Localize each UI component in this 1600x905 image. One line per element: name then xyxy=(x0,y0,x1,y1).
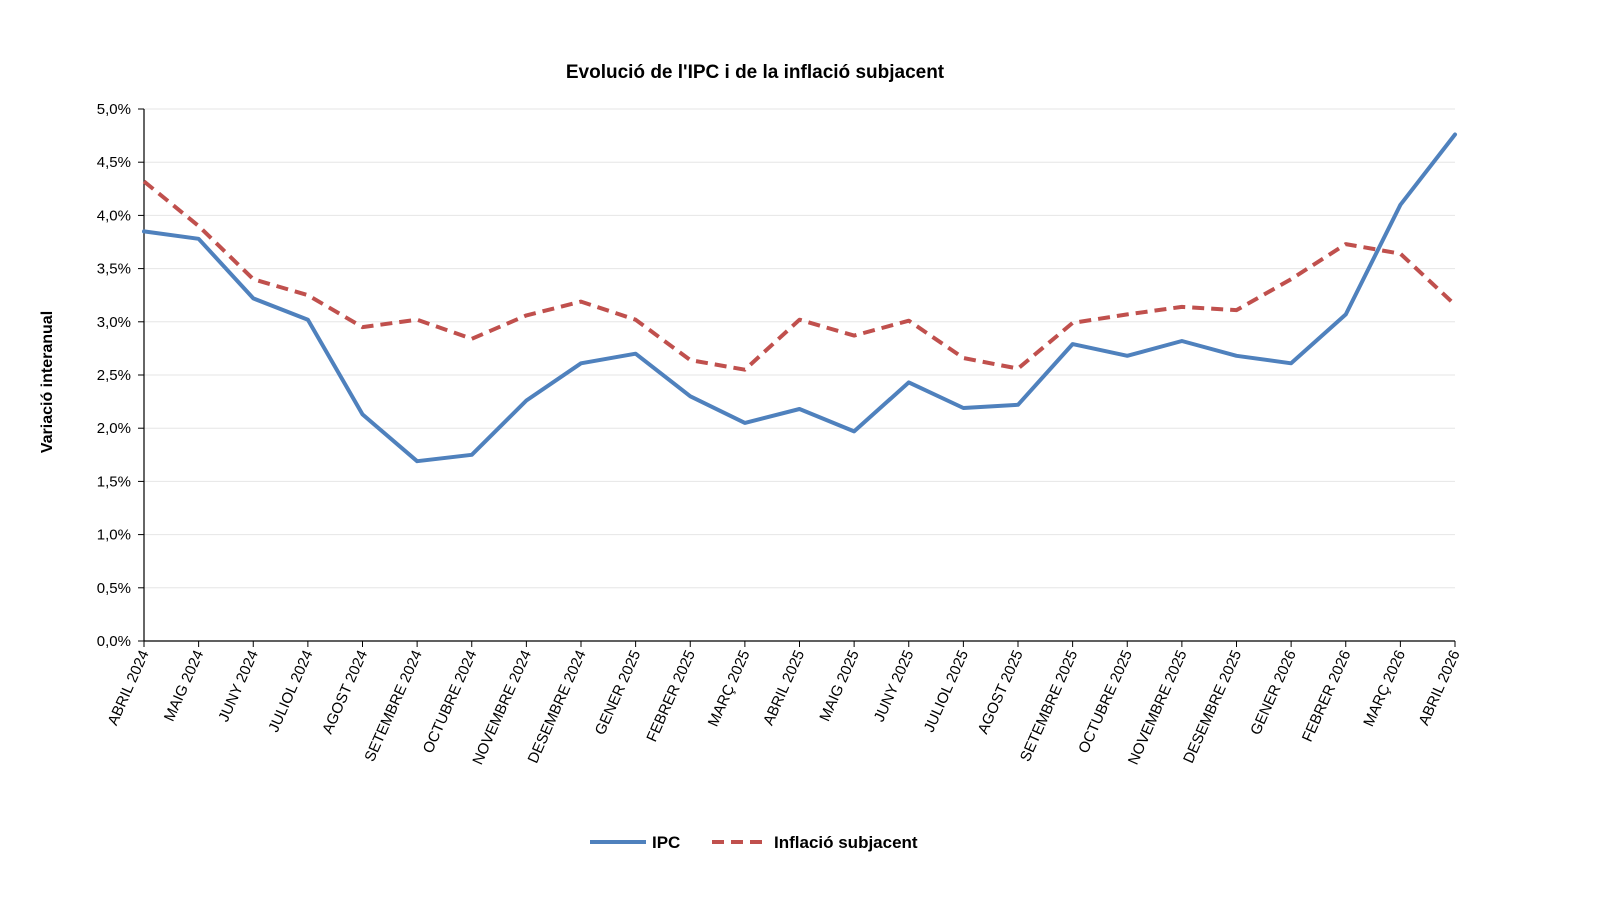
legend: IPC Inflació subjacent xyxy=(590,833,918,852)
x-tick-label: FEBRER 2026 xyxy=(1299,648,1355,745)
x-axis-ticks: ABRIL 2024 MAIG 2024 JUNY 2024 JULIOL 2024 A… xyxy=(104,648,1463,768)
legend-label-ipc: IPC xyxy=(652,833,680,852)
x-tick-label: MARÇ 2026 xyxy=(1360,648,1409,730)
x-tick-label: OCTUBRE 2024 xyxy=(420,648,481,756)
x-tick-label: GENER 2025 xyxy=(592,648,644,738)
x-tick-label: MARÇ 2025 xyxy=(705,648,754,730)
y-tick-label: 3,0% xyxy=(97,314,131,331)
y-axis-label: Variació interanual xyxy=(39,311,56,453)
chart-title: Evolució de l'IPC i de la inflació subja… xyxy=(566,62,945,83)
y-axis-ticks: 0,0% 0,5% 1,0% 1,5% 2,0% 2,5% 3,0% 3,5% 4,0% 4,5%… xyxy=(97,101,131,650)
x-tick-label: SETEMBRE 2024 xyxy=(361,648,425,765)
x-tick-label: MAIG 2025 xyxy=(816,648,862,724)
axes xyxy=(138,108,1456,647)
x-tick-label: GENER 2026 xyxy=(1247,648,1299,738)
gridlines xyxy=(144,108,1455,589)
x-tick-label: ABRIL 2024 xyxy=(104,648,152,728)
y-tick-label: 1,0% xyxy=(97,527,131,544)
y-tick-label: 4,5% xyxy=(97,154,131,171)
x-tick-label: SETEMBRE 2025 xyxy=(1017,648,1081,765)
legend-label-inflacio-subjacent: Inflació subjacent xyxy=(774,833,918,852)
x-tick-label: AGOST 2024 xyxy=(319,648,371,737)
y-tick-label: 1,5% xyxy=(97,473,131,490)
y-tick-label: 0,0% xyxy=(97,633,131,650)
x-tick-label: JULIOL 2025 xyxy=(921,648,972,735)
series-line-inflacio-subjacent xyxy=(142,179,1457,372)
x-tick-label: FEBRER 2025 xyxy=(643,648,699,745)
y-tick-label: 5,0% xyxy=(97,101,131,118)
x-tick-label: JUNY 2024 xyxy=(215,648,262,725)
y-tick-label: 2,0% xyxy=(97,420,131,437)
y-tick-label: 0,5% xyxy=(97,580,131,597)
x-tick-label: OCTUBRE 2025 xyxy=(1075,648,1136,756)
y-tick-label: 4,0% xyxy=(97,207,131,224)
x-tick-label: ABRIL 2026 xyxy=(1415,648,1463,728)
y-tick-label: 3,5% xyxy=(97,261,131,278)
x-tick-label: MAIG 2024 xyxy=(161,648,207,724)
x-tick-label: NOVEMBRE 2024 xyxy=(469,648,535,768)
x-tick-label: NOVEMBRE 2025 xyxy=(1125,648,1191,768)
x-tick-label: JULIOL 2024 xyxy=(265,648,316,735)
x-tick-label: DESEMBRE 2024 xyxy=(525,648,590,766)
series-lines xyxy=(142,132,1457,464)
x-tick-label: AGOST 2025 xyxy=(975,648,1027,737)
x-tick-label: DESEMBRE 2025 xyxy=(1180,648,1245,766)
x-tick-label: JUNY 2025 xyxy=(871,648,918,725)
x-tick-label: ABRIL 2025 xyxy=(760,648,808,728)
y-tick-label: 2,5% xyxy=(97,367,131,384)
series-line-ipc xyxy=(142,132,1457,464)
